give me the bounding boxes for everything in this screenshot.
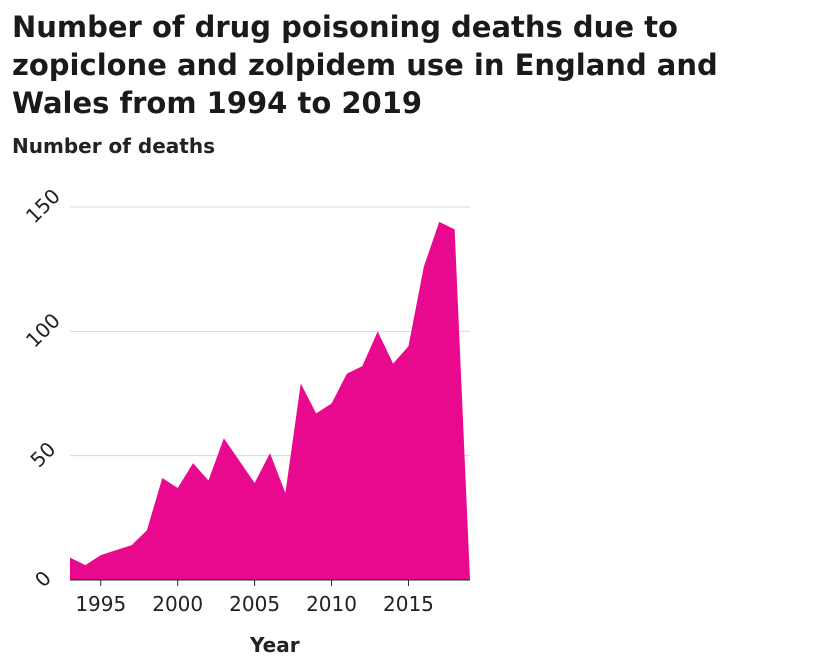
y-tick-label: 50 xyxy=(25,437,60,472)
x-tick-label: 2015 xyxy=(383,592,434,616)
chart-title: Number of drug poisoning deaths due to z… xyxy=(12,10,718,120)
y-axis-label: Number of deaths xyxy=(12,134,216,158)
x-axis-label: Year xyxy=(250,633,300,657)
x-tick-label: 1995 xyxy=(75,592,126,616)
x-tick-label: 2000 xyxy=(152,592,203,616)
area-series xyxy=(70,221,470,581)
x-tick-label: 2005 xyxy=(229,592,280,616)
y-tick-label: 100 xyxy=(21,308,65,352)
y-tick-label: 0 xyxy=(30,566,56,592)
x-tick-labels: 1995 2000 2005 2010 2015 xyxy=(75,580,434,616)
y-tick-label: 150 xyxy=(21,184,65,228)
y-tick-labels: 0 50 100 150 xyxy=(21,184,65,592)
x-tick-label: 2010 xyxy=(306,592,357,616)
